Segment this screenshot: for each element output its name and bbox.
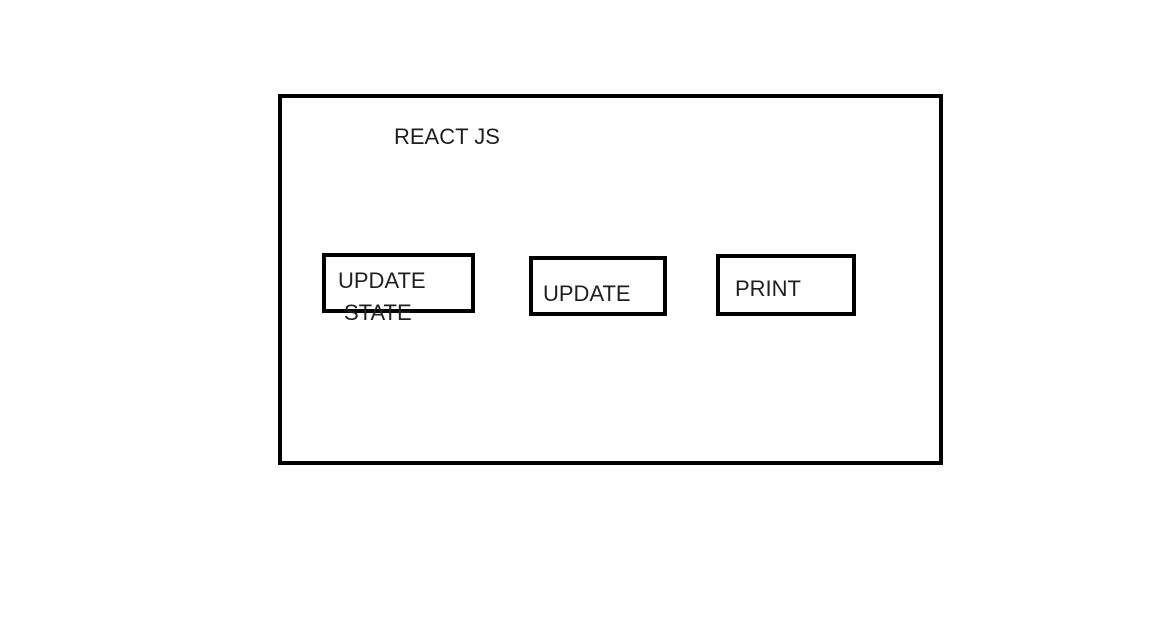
react-app-frame — [278, 94, 943, 465]
update-state-button-label-line2: STATE — [344, 300, 412, 325]
update-button[interactable] — [529, 256, 667, 316]
print-button[interactable] — [716, 254, 856, 316]
print-button-label: PRINT — [735, 276, 801, 301]
update-button-label: UPDATE — [543, 281, 631, 306]
diagram-title: REACT JS — [394, 124, 500, 149]
update-state-button-label-line1: UPDATE — [338, 268, 426, 293]
update-state-button[interactable] — [322, 253, 475, 313]
